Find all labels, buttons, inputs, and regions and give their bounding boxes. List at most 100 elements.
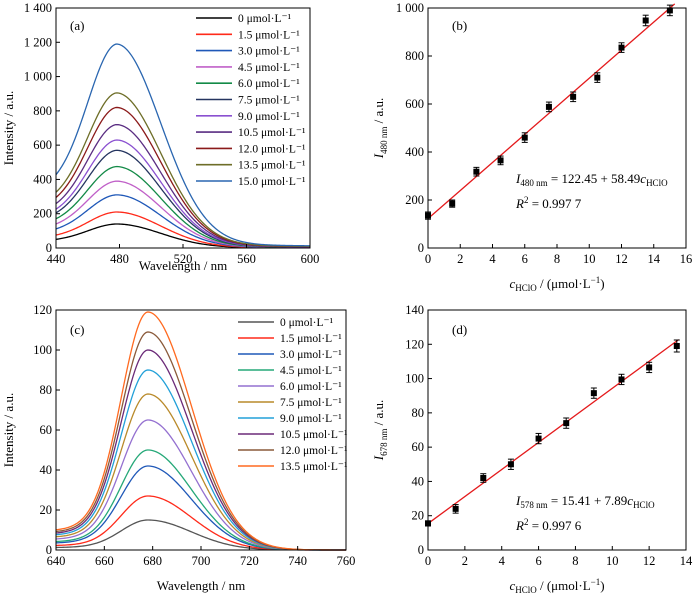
xtick-label: 14 [680,554,693,568]
panel-b-frame [427,7,687,249]
ytick-label: 20 [40,503,53,517]
spectrum-series-10 [55,43,311,247]
spectrum-series-3 [55,180,311,248]
panel-d-ylabel: I678 nm / a.u. [371,400,389,462]
xtick-label: 12 [643,554,656,568]
xtick-label: 680 [143,554,162,568]
fit-line [427,339,680,525]
xtick-label: 6 [535,554,541,568]
xtick-label: 12 [615,252,628,266]
panel-d-xlabel-unit: / (μmol·L [537,578,591,593]
ytick-label: 80 [412,406,425,420]
legend-label: 6.0 μmol·L⁻¹ [280,381,342,393]
legend-label: 0 μmol·L⁻¹ [280,317,334,329]
data-point [452,505,459,512]
panel-b-marks [425,3,676,220]
data-point [497,157,504,164]
panel-c-label: (c) [70,322,84,337]
panel-b-xlabel-unit: / (μmol·L [537,276,591,291]
legend-label: 10.5 μmol·L⁻¹ [238,127,306,139]
panel-c-ylabel: Intensity / a.u. [1,393,16,467]
panel-d-xlabel-sub: HClO [515,585,537,595]
legend-label: 4.5 μmol·L⁻¹ [238,62,300,74]
ytick-label: 60 [412,440,425,454]
panel-b: 0 2 4 6 8 10 12 14 16 0 200 400 600 800 1 000 (b) I480… [371,1,692,293]
panel-c: 640 660 680 700 720 740 760 0 20 40 60 80 100 120 (c)… [1,303,355,593]
panel-a-label: (a) [70,18,84,33]
xtick-label: 440 [47,252,66,266]
data-point [618,376,625,383]
ytick-label: 120 [405,337,424,351]
panel-d-ylabel-var: I [371,455,386,461]
ytick-label: 100 [33,343,52,357]
panel-b-xlabel-var: c [509,276,515,291]
ytick-label: 1 000 [396,1,424,15]
ytick-label: 0 [418,543,424,557]
xtick-label: 2 [457,252,463,266]
data-point [594,74,601,81]
legend-label: 12.0 μmol·L⁻¹ [238,143,306,155]
xtick-label: 16 [680,252,693,266]
data-point [590,390,597,397]
legend-label: 1.5 μmol·L⁻¹ [238,29,300,41]
ytick-label: 600 [33,138,52,152]
ytick-label: 20 [412,509,425,523]
ytick-label: 800 [405,49,424,63]
legend-label: 13.5 μmol·L⁻¹ [238,160,306,172]
ytick-label: 600 [405,97,424,111]
ytick-label: 200 [33,207,52,221]
panel-d-label: (d) [452,322,467,337]
ytick-label: 400 [33,172,52,186]
panel-b-label: (b) [452,18,467,33]
panel-d-xlabel-sup: −1 [591,577,601,587]
xtick-label: 560 [237,252,256,266]
ytick-label: 100 [405,372,424,386]
data-point [642,17,649,24]
legend-label: 6.0 μmol·L⁻¹ [238,78,300,90]
data-point [425,212,431,219]
panel-a-legend: 0 μmol·L⁻¹ 1.5 μmol·L⁻¹ 3.0 μmol·L⁻¹ 4.5 μm… [196,13,306,188]
xtick-label: 4 [499,554,506,568]
legend-label: 10.5 μmol·L⁻¹ [280,429,348,441]
legend-label: 7.5 μmol·L⁻¹ [280,397,342,409]
legend-label: 4.5 μmol·L⁻¹ [280,365,342,377]
xtick-label: 720 [240,554,259,568]
data-point [507,461,514,468]
ytick-label: 0 [418,241,424,255]
xtick-label: 14 [648,252,661,266]
xtick-label: 0 [425,554,431,568]
xtick-label: 6 [522,252,528,266]
ytick-label: 1 000 [24,70,52,84]
data-point [480,475,487,481]
ytick-label: 0 [46,241,52,255]
xtick-label: 700 [192,554,211,568]
panel-a-ticks: 440 480 520 560 600 0 200 400 600 800 1 000 1 200 1 … [24,1,320,266]
data-point [673,343,680,349]
panel-d-marks [425,339,680,527]
ytick-label: 60 [40,423,53,437]
panel-d-ylabel-sub: 678 nm [379,429,389,456]
xtick-label: 8 [572,554,578,568]
data-point [570,93,577,100]
xtick-label: 660 [95,554,114,568]
panel-d-equation: I578 nm = 15.41 + 7.89cHClO [515,493,655,510]
panel-b-ylabel: I480 nm / a.u. [371,98,389,160]
data-point [473,168,480,175]
ytick-label: 120 [33,303,52,317]
xtick-label: 740 [288,554,307,568]
panel-b-r2: R2 = 0.997 7 [515,195,582,211]
xtick-label: 0 [425,252,431,266]
panel-b-ylabel-sub: 480 nm [379,127,389,154]
data-point [425,520,431,527]
legend-label: 3.0 μmol·L⁻¹ [280,349,342,361]
panel-c-legend: 0 μmol·L⁻¹ 1.5 μmol·L⁻¹ 3.0 μmol·L⁻¹ 4.5 μm… [238,317,348,473]
xtick-label: 2 [462,554,468,568]
legend-label: 9.0 μmol·L⁻¹ [238,111,300,123]
legend-label: 1.5 μmol·L⁻¹ [280,333,342,345]
panel-b-xlabel: cHClO / (μmol·L−1) [509,275,604,293]
ytick-label: 400 [405,145,424,159]
data-point [449,200,456,207]
ytick-label: 80 [40,383,53,397]
panel-d-xlabel-end: ) [600,578,604,593]
